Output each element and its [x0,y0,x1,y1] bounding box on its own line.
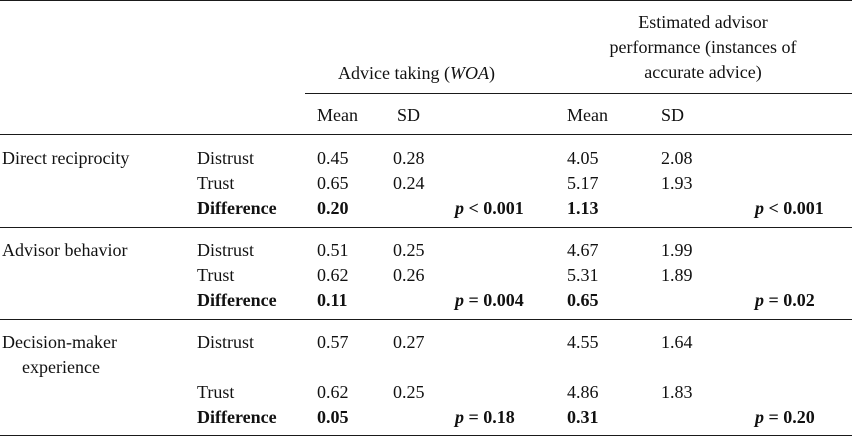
header-rule [0,134,852,135]
woa-mean-cell: 0.62 [317,265,349,285]
perf-sd-cell: 1.83 [661,382,693,402]
woa-sd-cell: 0.27 [393,332,425,352]
bottom-rule [0,435,852,436]
woa-sd-header: SD [397,105,421,125]
perf-sd-cell: 2.08 [661,148,693,168]
perf-group-header-line-2: performance (instances of [609,37,797,57]
section-title: Advisor behavior [2,240,128,260]
perf-sd-cell: 1.93 [661,173,693,193]
row-label: Distrust [197,332,255,352]
perf-difference-value: 1.13 [567,198,599,218]
perf-sd-cell: 1.89 [661,265,693,285]
top-rule [0,0,852,1]
perf-mean-cell: 5.31 [567,265,599,285]
row-label: Trust [197,382,235,402]
woa-sd-cell: 0.24 [393,173,425,193]
row-label: Distrust [197,148,255,168]
perf-sd-cell: 1.64 [661,332,693,352]
perf-mean-cell: 4.67 [567,240,599,260]
woa-mean-cell: 0.51 [317,240,349,260]
section-rule-2 [0,319,852,320]
row-label: Trust [197,265,235,285]
section-title: Direct reciprocity [2,148,130,168]
section-rule-1 [0,227,852,228]
section-title-line-1: Decision-maker [2,332,117,352]
perf-mean-cell: 5.17 [567,173,599,193]
woa-mean-header: Mean [317,105,358,125]
perf-p-value: p = 0.20 [755,407,815,427]
woa-difference-value: 0.11 [317,290,348,310]
woa-mean-cell: 0.57 [317,332,349,352]
perf-difference-value: 0.31 [567,407,599,427]
perf-sd-header: SD [661,105,685,125]
woa-sd-cell: 0.28 [393,148,425,168]
section-title-line-2: experience [22,357,100,377]
perf-mean-header: Mean [567,105,608,125]
perf-group-underline [555,93,852,94]
difference-label: Difference [197,407,277,427]
woa-difference-value: 0.20 [317,198,349,218]
woa-mean-cell: 0.45 [317,148,349,168]
woa-sd-cell: 0.25 [393,240,425,260]
perf-sd-cell: 1.99 [661,240,693,260]
woa-group-header: Advice taking (WOA) [338,63,495,83]
perf-p-value: p = 0.02 [755,290,815,310]
perf-mean-cell: 4.86 [567,382,599,402]
woa-p-value: p = 0.004 [455,290,524,310]
perf-p-value: p < 0.001 [755,198,824,218]
woa-mean-cell: 0.62 [317,382,349,402]
perf-group-header-line-1: Estimated advisor [638,12,768,32]
difference-label: Difference [197,198,277,218]
woa-p-value: p < 0.001 [455,198,524,218]
perf-mean-cell: 4.05 [567,148,599,168]
woa-difference-value: 0.05 [317,407,349,427]
woa-mean-cell: 0.65 [317,173,349,193]
row-label: Distrust [197,240,255,260]
perf-difference-value: 0.65 [567,290,599,310]
perf-group-header-line-3: accurate advice) [644,62,762,82]
woa-p-value: p = 0.18 [455,407,515,427]
woa-sd-cell: 0.26 [393,265,425,285]
perf-mean-cell: 4.55 [567,332,599,352]
woa-group-underline [305,93,555,94]
row-label: Trust [197,173,235,193]
difference-label: Difference [197,290,277,310]
woa-sd-cell: 0.25 [393,382,425,402]
